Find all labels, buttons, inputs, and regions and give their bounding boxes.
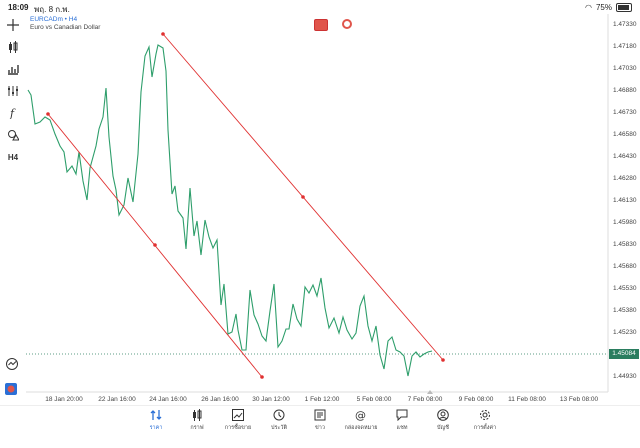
functions-tool[interactable]: f — [0, 102, 26, 124]
status-right: ◠ 75% — [585, 3, 632, 12]
one-click-trading-button[interactable] — [314, 19, 328, 31]
price-label: 1.47180 — [613, 43, 637, 50]
battery-icon — [616, 3, 632, 12]
price-label: 1.46580 — [613, 131, 637, 138]
gauge-icon — [6, 358, 18, 370]
logo-icon — [5, 383, 17, 395]
history-icon — [273, 409, 285, 421]
shapes-tool[interactable] — [0, 124, 26, 146]
time-label: 7 Feb 08:00 — [407, 396, 443, 403]
crosshair-icon — [7, 19, 19, 31]
trendline-handle — [46, 112, 50, 116]
signal-icon[interactable] — [342, 19, 352, 29]
battery-percent: 75% — [595, 3, 612, 12]
nav-label: กล่องจดหมาย — [344, 425, 378, 431]
trade-icon — [232, 409, 244, 421]
trendline-handle — [153, 243, 157, 247]
nav-chat[interactable]: แชท — [382, 409, 422, 432]
chart-type-tool[interactable] — [0, 36, 26, 58]
shapes-icon — [8, 130, 19, 141]
svg-text:f: f — [9, 107, 16, 119]
nav-quotes[interactable]: ราคา — [136, 409, 176, 432]
price-line — [27, 44, 433, 377]
nav-label: การตั้งค่า — [473, 425, 497, 431]
price-label: 1.45830 — [613, 241, 637, 248]
nav-label: ประวัติ — [270, 425, 288, 431]
price-label: 1.45230 — [613, 329, 637, 336]
time-label: 1 Feb 12:00 — [304, 396, 340, 403]
time-label: 22 Jan 16:00 — [98, 396, 136, 403]
nav-chart[interactable]: กราฟ — [177, 409, 217, 432]
price-label: 1.45680 — [613, 263, 637, 270]
wifi-icon: ◠ — [585, 3, 592, 12]
period-separator-marker — [427, 390, 433, 394]
status-bar: 18:09 พฤ. 8 ก.พ. ◠ 75% — [0, 0, 640, 14]
function-icon: f — [9, 107, 16, 119]
time-label: 13 Feb 08:00 — [559, 396, 599, 403]
status-time: 18:09 — [8, 3, 29, 12]
chat-icon — [396, 409, 408, 421]
timeframe-label: H4 — [7, 152, 19, 162]
crosshair-tool[interactable] — [0, 14, 26, 36]
trendline-handle — [301, 195, 305, 199]
time-label: 24 Jan 16:00 — [149, 396, 187, 403]
trendline-handle — [441, 358, 445, 362]
nav-history[interactable]: ประวัติ — [259, 409, 299, 432]
price-label: 1.45380 — [613, 307, 637, 314]
price-label: 1.47030 — [613, 65, 637, 72]
news-icon — [314, 409, 326, 421]
bottom-nav: ราคา กราฟ การซื้อขาย ประวัติ ข่าว @ กล่อ… — [0, 405, 640, 448]
price-label: 1.44930 — [613, 373, 637, 380]
left-toolbar: f H4 — [0, 14, 26, 168]
nav-mailbox[interactable]: @ กล่องจดหมาย — [341, 409, 381, 432]
time-label: 5 Feb 08:00 — [356, 396, 392, 403]
price-label: 1.46730 — [613, 109, 637, 116]
nav-account[interactable]: บัญชี — [423, 409, 463, 432]
nav-news[interactable]: ข่าว — [300, 409, 340, 432]
nav-trade[interactable]: การซื้อขาย — [218, 409, 258, 432]
symbol-code[interactable]: EURCADm • H4 — [30, 16, 78, 23]
nav-label: แชท — [396, 425, 408, 431]
nav-label: กราฟ — [190, 425, 204, 431]
objects-tool[interactable] — [0, 80, 26, 102]
nav-label: บัญชี — [437, 425, 449, 431]
bar-chart-icon — [8, 65, 19, 75]
settings-icon — [480, 410, 490, 420]
nav-label: ราคา — [149, 425, 163, 431]
time-label: 30 Jan 12:00 — [252, 396, 290, 403]
nav-label: ข่าว — [315, 425, 325, 431]
current-price-tag: 1.45084 — [609, 349, 639, 359]
trendline-handle — [260, 375, 264, 379]
quotes-icon — [150, 410, 162, 420]
svg-text:@: @ — [355, 409, 366, 421]
price-label: 1.46880 — [613, 87, 637, 94]
chart-icon — [193, 409, 202, 421]
indicators-tool[interactable] — [0, 58, 26, 80]
price-label: 1.46280 — [613, 175, 637, 182]
time-label: 11 Feb 08:00 — [508, 396, 546, 403]
trade-levels-button[interactable] — [5, 357, 19, 376]
candlestick-icon — [9, 41, 18, 53]
trendline-handle — [161, 32, 165, 36]
price-label: 1.47330 — [613, 21, 637, 28]
time-label: 26 Jan 16:00 — [201, 396, 239, 403]
mailbox-icon: @ — [355, 409, 366, 421]
time-label: 18 Jan 20:00 — [45, 396, 83, 403]
time-label: 9 Feb 08:00 — [458, 396, 494, 403]
nav-settings[interactable]: การตั้งค่า — [465, 409, 505, 432]
symbol-description: Euro vs Canadian Dollar — [30, 24, 101, 31]
status-date: พฤ. 8 ก.พ. — [34, 5, 70, 14]
sliders-icon — [8, 86, 18, 96]
price-label: 1.46430 — [613, 153, 637, 160]
nav-label: การซื้อขาย — [224, 425, 252, 431]
price-label: 1.46130 — [613, 197, 637, 204]
symbol-header: EURCADm • H4 Euro vs Canadian Dollar — [30, 16, 100, 32]
price-label: 1.45530 — [613, 285, 637, 292]
price-label: 1.45980 — [613, 219, 637, 226]
account-icon — [437, 409, 449, 421]
timeframe-tool[interactable]: H4 — [0, 146, 26, 168]
trade-buttons — [314, 19, 352, 31]
app-logo-button[interactable] — [5, 382, 17, 400]
